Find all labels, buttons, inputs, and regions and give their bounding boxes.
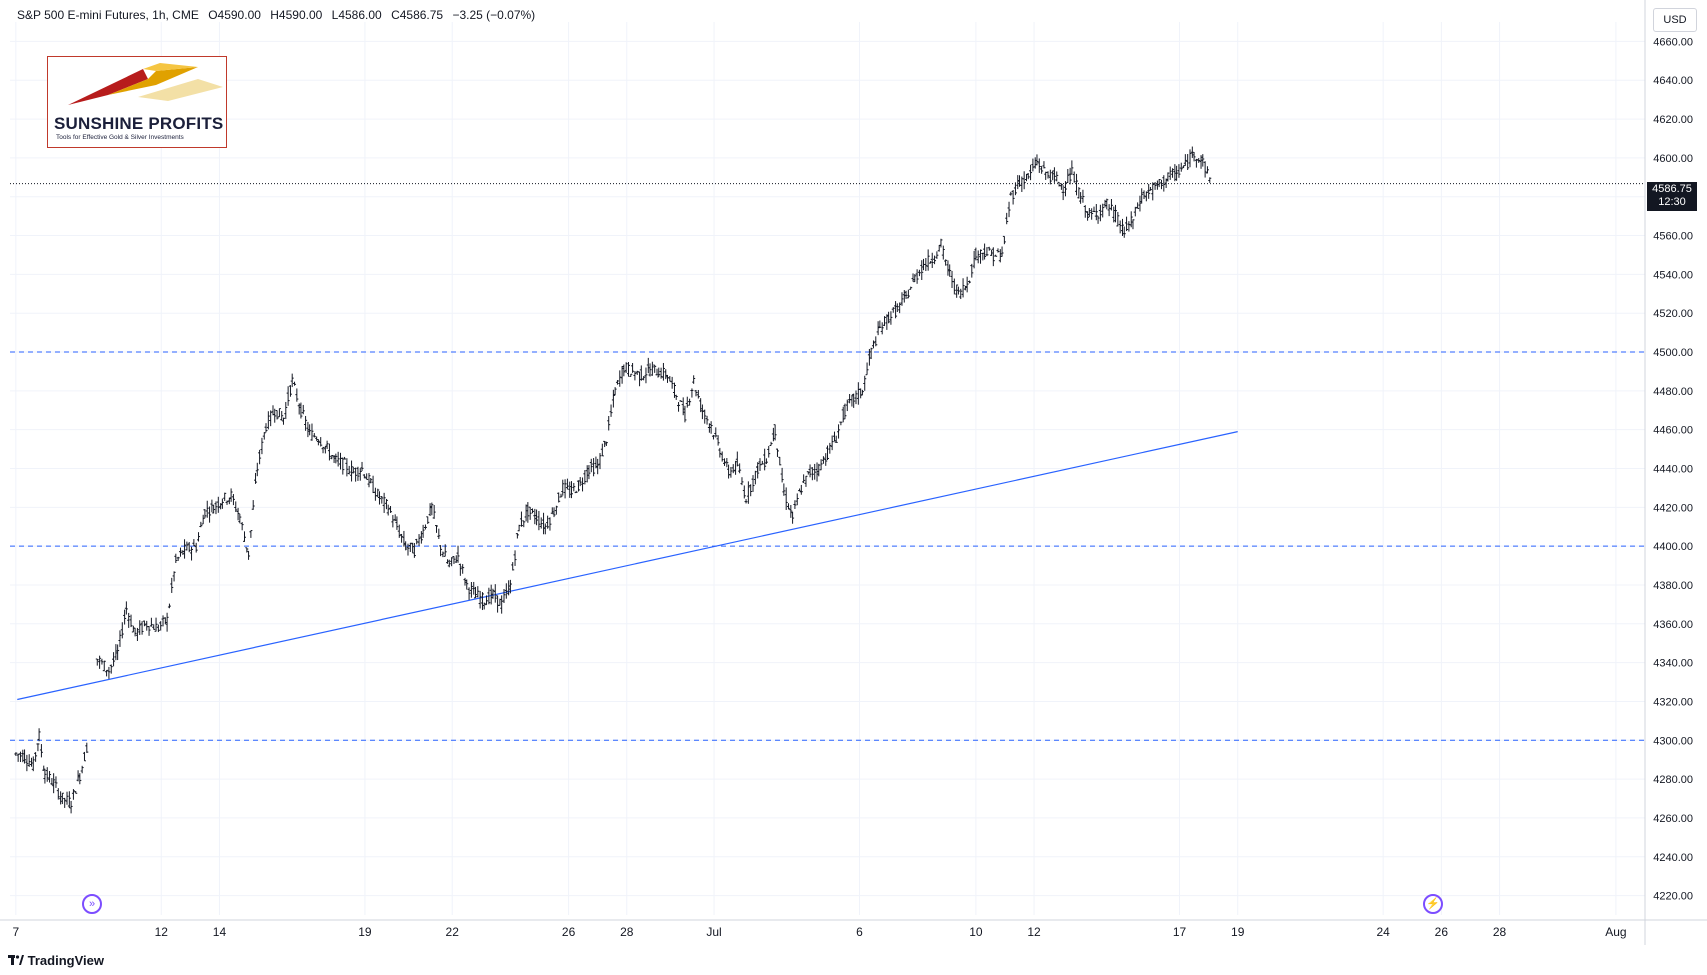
x-tick-label: 12: [1027, 925, 1041, 939]
y-tick-label: 4240.00: [1653, 852, 1693, 864]
x-tick-label: 19: [358, 925, 372, 939]
x-tick-label: 22: [446, 925, 460, 939]
ohlc-high: H4590.00: [270, 8, 323, 22]
y-tick-label: 4340.00: [1653, 658, 1693, 670]
y-tick-label: 4360.00: [1653, 619, 1693, 631]
lightning-icon[interactable]: ⚡: [1423, 894, 1443, 914]
y-tick-label: 4300.00: [1653, 735, 1693, 747]
x-tick-label: 6: [856, 925, 863, 939]
logo-tagline: Tools for Effective Gold & Silver Invest…: [56, 134, 184, 141]
logo-name: SUNSHINE PROFITS: [54, 114, 224, 133]
horizontal-levels: [10, 183, 1645, 741]
x-tick-label: 17: [1173, 925, 1187, 939]
y-tick-label: 4260.00: [1653, 813, 1693, 825]
y-tick-label: 4520.00: [1653, 308, 1693, 320]
x-tick-label: 28: [620, 925, 634, 939]
x-tick-label: 24: [1376, 925, 1390, 939]
y-tick-label: 4600.00: [1653, 153, 1693, 165]
y-tick-label: 4460.00: [1653, 425, 1693, 437]
currency-button[interactable]: USD: [1653, 8, 1697, 32]
x-tick-label: 26: [562, 925, 576, 939]
ohlc-open: O4590.00: [208, 8, 261, 22]
bar-countdown: 12:30: [1658, 196, 1686, 208]
x-tick-label: 12: [155, 925, 169, 939]
y-tick-label: 4620.00: [1653, 114, 1693, 126]
y-tick-label: 4320.00: [1653, 696, 1693, 708]
y-tick-label: 4400.00: [1653, 541, 1693, 553]
ohlc-change: −3.25 (−0.07%): [452, 8, 536, 22]
y-tick-label: 4440.00: [1653, 464, 1693, 476]
y-tick-label: 4640.00: [1653, 75, 1693, 87]
axes: 4220.00 4240.00 4260.00 4280.00 4300.00 4320.…: [0, 0, 1707, 945]
ohlc-low: L4586.00: [331, 8, 382, 22]
x-tick-label: Aug: [1605, 925, 1626, 939]
tradingview-logo-icon: [8, 955, 24, 965]
grid: [10, 22, 1645, 915]
y-tick-label: 4280.00: [1653, 774, 1693, 786]
logo-mountain-icon: [68, 63, 223, 105]
y-tick-label: 4540.00: [1653, 269, 1693, 281]
tradingview-label: TradingView: [27, 953, 104, 968]
last-price-value: 4586.75: [1652, 183, 1692, 195]
y-tick-label: 4380.00: [1653, 580, 1693, 592]
x-tick-label: 14: [213, 925, 227, 939]
tradingview-brand[interactable]: TradingView: [8, 953, 104, 968]
x-tick-label: 7: [12, 925, 19, 939]
x-tick-label: 28: [1493, 925, 1507, 939]
y-tick-label: 4500.00: [1653, 347, 1693, 359]
x-tick-label: 26: [1435, 925, 1449, 939]
navigate-forward-icon[interactable]: »: [82, 894, 102, 914]
y-tick-label: 4420.00: [1653, 502, 1693, 514]
symbol-header: S&P 500 E-mini Futures, 1h, CME O4590.00…: [17, 8, 541, 22]
symbol-name[interactable]: S&P 500 E-mini Futures, 1h, CME: [17, 8, 199, 22]
last-price-label: 4586.75 12:30: [1647, 182, 1697, 211]
candles: [14, 146, 1212, 814]
y-tick-label: 4560.00: [1653, 231, 1693, 243]
y-tick-label: 4480.00: [1653, 386, 1693, 398]
sunshine-profits-logo: SUNSHINE PROFITS Tools for Effective Gol…: [47, 56, 227, 148]
y-tick-label: 4220.00: [1653, 891, 1693, 903]
ohlc-close: C4586.75: [391, 8, 444, 22]
ascending-trendline: [17, 431, 1238, 701]
x-tick-label: 19: [1231, 925, 1245, 939]
y-tick-label: 4660.00: [1653, 36, 1693, 48]
x-tick-label: Jul: [706, 925, 721, 939]
x-tick-label: 10: [969, 925, 983, 939]
trendline-layer: [17, 431, 1238, 701]
